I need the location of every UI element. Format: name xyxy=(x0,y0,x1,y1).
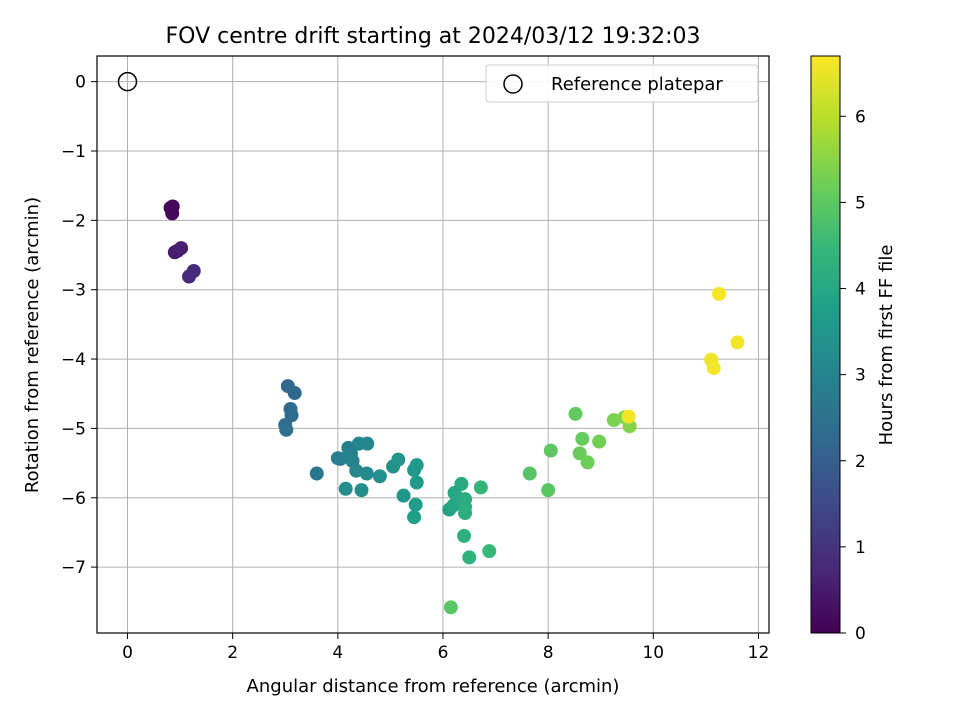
y-tick-label: −6 xyxy=(61,489,86,509)
colorbar-tick-label: 1 xyxy=(855,538,866,558)
reference-marker-group xyxy=(117,71,138,92)
data-point xyxy=(338,481,353,496)
data-point xyxy=(391,452,406,467)
data-point xyxy=(396,488,411,503)
data-point xyxy=(360,436,375,451)
data-point xyxy=(454,476,469,491)
colorbar-tick-label: 3 xyxy=(855,366,866,386)
x-axis-ticks: 0 2 4 6 8 10 12 xyxy=(122,633,769,663)
data-point xyxy=(354,483,369,498)
data-point xyxy=(287,386,302,401)
colorbar-tick-label: 0 xyxy=(855,624,866,644)
y-tick-label: −3 xyxy=(61,281,86,301)
x-axis-label: Angular distance from reference (arcmin) xyxy=(247,676,620,697)
data-point xyxy=(309,466,324,481)
colorbar-tick-label: 4 xyxy=(855,280,866,300)
data-point xyxy=(712,286,727,301)
colorbar-tick-label: 6 xyxy=(855,107,866,127)
data-point xyxy=(621,409,636,424)
data-point xyxy=(458,506,473,521)
x-tick-label: 0 xyxy=(122,643,133,663)
data-point xyxy=(279,422,294,437)
data-point xyxy=(409,458,424,473)
data-point xyxy=(473,480,488,495)
y-axis-label: Rotation from reference (arcmin) xyxy=(22,197,43,493)
data-point xyxy=(409,475,424,490)
y-tick-label: −1 xyxy=(61,142,86,162)
x-tick-label: 4 xyxy=(332,643,343,663)
data-point xyxy=(730,335,745,350)
data-point xyxy=(186,263,201,278)
grid-lines xyxy=(97,56,769,633)
colorbar-tick-label: 5 xyxy=(855,193,866,213)
data-point xyxy=(359,466,374,481)
data-point xyxy=(165,206,180,221)
data-point xyxy=(407,510,422,525)
data-point xyxy=(372,469,387,484)
data-point xyxy=(443,600,458,615)
data-point xyxy=(580,455,595,470)
x-tick-label: 6 xyxy=(438,643,449,663)
y-axis-ticks: 0 −1 −2 −3 −4 −5 −6 −7 xyxy=(61,73,97,578)
data-point xyxy=(174,241,189,256)
plot-frame xyxy=(96,55,770,634)
data-point xyxy=(333,451,348,466)
data-point xyxy=(706,361,721,376)
data-point xyxy=(462,550,477,565)
x-tick-label: 2 xyxy=(227,643,238,663)
data-point xyxy=(606,413,621,428)
data-point xyxy=(575,431,590,446)
reference-platepar-marker xyxy=(117,71,138,92)
colorbar: 0 1 2 3 4 5 6 Hours from first FF file xyxy=(810,55,897,644)
data-point xyxy=(592,434,607,449)
y-tick-label: −2 xyxy=(61,211,86,231)
data-point xyxy=(522,466,537,481)
data-point xyxy=(543,443,558,458)
data-point xyxy=(482,544,497,559)
data-point xyxy=(457,528,472,543)
y-tick-label: −5 xyxy=(61,419,86,439)
legend-entry-reference: Reference platepar xyxy=(551,74,723,95)
data-point xyxy=(541,483,556,498)
data-point xyxy=(568,406,583,421)
colorbar-gradient xyxy=(810,55,841,634)
colorbar-ticks: 0 1 2 3 4 5 6 xyxy=(840,107,866,644)
legend-marker-circle xyxy=(503,74,523,94)
x-tick-label: 8 xyxy=(543,643,554,663)
data-point xyxy=(572,446,587,461)
x-tick-label: 10 xyxy=(642,643,664,663)
y-tick-label: −7 xyxy=(61,558,86,578)
y-tick-label: 0 xyxy=(75,73,86,93)
legend-box xyxy=(485,64,759,103)
data-point xyxy=(349,463,364,478)
data-point xyxy=(408,497,423,512)
x-tick-label: 12 xyxy=(748,643,770,663)
chart-title: FOV centre drift starting at 2024/03/12 … xyxy=(166,24,701,49)
data-points xyxy=(163,199,745,615)
colorbar-label: Hours from first FF file xyxy=(876,245,897,446)
y-tick-label: −4 xyxy=(61,350,86,370)
legend: Reference platepar xyxy=(485,64,759,103)
colorbar-tick-label: 2 xyxy=(855,452,866,472)
